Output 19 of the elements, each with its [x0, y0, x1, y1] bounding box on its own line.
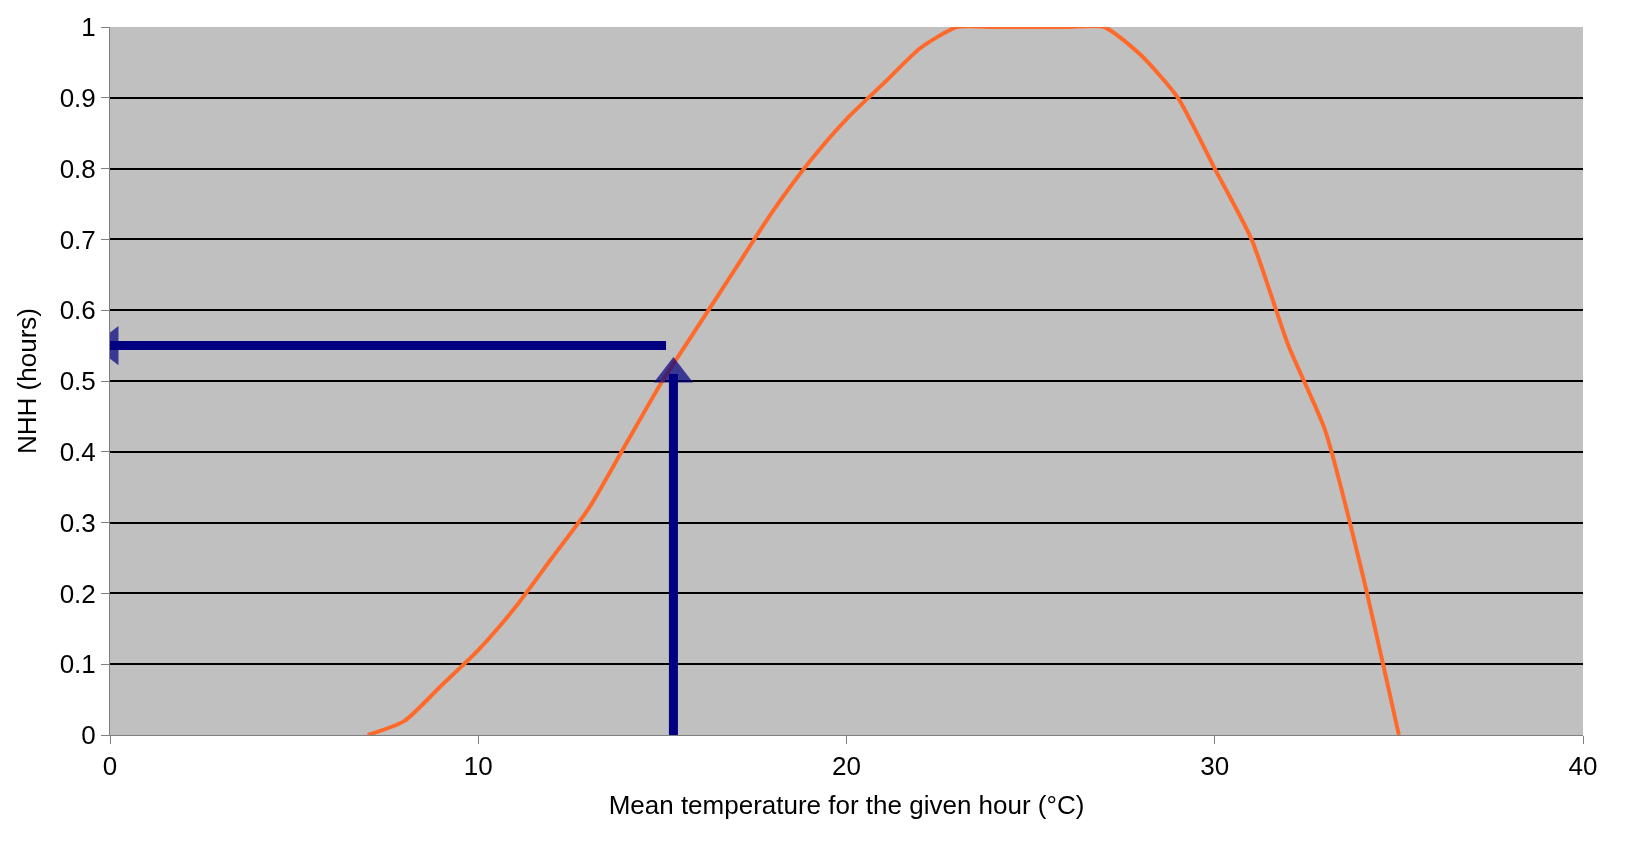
y-tick-label: 0.6 [59, 295, 96, 326]
y-tick-label: 0.1 [59, 649, 96, 680]
x-tick-label: 30 [1200, 751, 1230, 782]
x-tick-label: 10 [463, 751, 493, 782]
y-tick-label: 0.9 [59, 82, 96, 113]
y-tick-label: 0 [81, 720, 96, 751]
x-tick-label: 20 [832, 751, 861, 782]
x-axis-title: Mean temperature for the given hour (°C) [608, 789, 1085, 820]
line-series [365, 27, 1401, 735]
y-tick-label: 0.8 [59, 153, 96, 184]
y-tick-label: 0.4 [59, 436, 96, 467]
y-tick-label: 0.3 [59, 507, 96, 538]
y-tick-label: 0.2 [59, 578, 96, 609]
y-tick-label: 1 [81, 12, 96, 43]
x-tick-label: 0 [102, 751, 118, 782]
y-tick-label: 0.5 [59, 366, 96, 397]
x-tick-label: 40 [1568, 751, 1598, 782]
y-axis-title: NHH (hours) [12, 308, 43, 454]
y-tick-label: 0.7 [59, 224, 96, 255]
